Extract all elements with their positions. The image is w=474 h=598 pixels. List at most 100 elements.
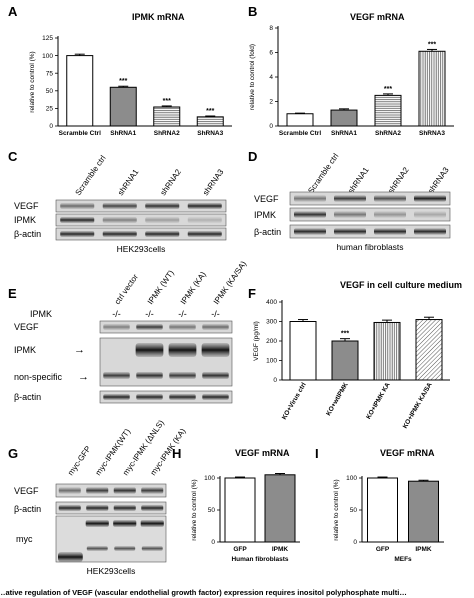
panel-label-c: C xyxy=(8,149,18,164)
panel-label-i: I xyxy=(315,446,319,461)
myc-ipmk-band xyxy=(85,520,109,527)
blot-row-strip xyxy=(55,213,227,227)
chart-title: VEGF in cell culture medium xyxy=(340,280,462,290)
y-axis-label: VEGF (pg/ml) xyxy=(253,321,260,361)
x-axis-label: Human fibroblasts xyxy=(231,556,288,563)
lane-label: shRNA3 xyxy=(201,167,226,197)
blot-row-band xyxy=(187,217,222,223)
blot-row-band xyxy=(414,211,446,218)
blot-panel-e: ctrl vector IPMK (WT) IPMK (KA) IPMK (KA/SA… xyxy=(14,259,249,404)
row-label: IPMK xyxy=(254,210,276,220)
significance-label: *** xyxy=(119,78,127,85)
lane-label: shRNA3 xyxy=(426,165,451,195)
significance-label: *** xyxy=(428,41,436,48)
bar xyxy=(374,94,402,127)
arrow-icon: → xyxy=(74,344,85,356)
arrow-icon: → xyxy=(78,371,89,383)
lane-label: IPMK (WT) xyxy=(146,268,176,306)
blot-row-band xyxy=(58,505,81,511)
genotype-value: -/- xyxy=(112,309,121,319)
blot-row-band xyxy=(414,195,446,202)
blot-row-band xyxy=(145,217,180,223)
ipmk-band xyxy=(201,343,230,357)
y-tick-label: 0 xyxy=(211,539,215,546)
row-label: β-actin xyxy=(14,229,41,239)
significance-label: *** xyxy=(206,108,214,115)
y-tick-label: 0 xyxy=(269,123,273,130)
ipmk-band xyxy=(168,343,197,357)
blot-row-band xyxy=(294,195,326,202)
x-category-label: KO+wtIPMK xyxy=(325,381,350,417)
row-label: non-specific xyxy=(14,372,63,382)
myc-ipmk-band xyxy=(113,520,137,527)
figure-caption-partial: …ative regulation of VEGF (vascular endo… xyxy=(0,588,407,597)
chart-vegf-mrna: VEGF mRNA 0 2 4 6 8 relative to control (fold)… xyxy=(249,12,454,137)
blot-row-band xyxy=(202,394,229,400)
lane-label: myc-GFP xyxy=(66,444,93,477)
blot-row-band xyxy=(102,203,137,209)
blot-panel-d: Scramble ctrl shRNA1 shRNA2 shRNA3 VEGF IPMK β… xyxy=(254,152,451,252)
blot-row-strip xyxy=(55,199,227,213)
x-category-label: IPMK xyxy=(415,546,432,553)
bar xyxy=(367,477,398,543)
blot-row-band xyxy=(113,487,136,494)
lane-label: Scramble ctrl xyxy=(306,152,340,196)
bar xyxy=(224,477,256,543)
blot-row-band xyxy=(169,394,196,400)
myc-minor-band xyxy=(86,546,108,551)
y-tick-label: 100 xyxy=(346,475,357,482)
y-tick-label: 300 xyxy=(266,319,277,326)
y-axis-label: relative to control (%) xyxy=(191,479,198,540)
x-category-label: KO+Virus ctrl xyxy=(281,381,308,421)
blot-row-strip xyxy=(55,227,227,241)
myc-gfp-band xyxy=(58,552,83,562)
y-tick-label: 50 xyxy=(350,507,358,514)
x-category-label: ShRNA3 xyxy=(197,130,223,137)
bar xyxy=(153,106,181,127)
blot-row-band xyxy=(136,324,163,330)
row-label: β-actin xyxy=(254,227,281,237)
ipmk-band xyxy=(135,343,164,357)
y-tick-label: 0 xyxy=(273,377,277,384)
genotype-value: -/- xyxy=(178,309,187,319)
bar xyxy=(331,340,359,381)
bar xyxy=(418,50,446,127)
chart-title: VEGF mRNA xyxy=(235,448,290,458)
blot-row-band xyxy=(187,203,222,209)
nonspecific-band xyxy=(202,372,229,379)
lane-label: IPMK (KA/SA) xyxy=(212,259,249,306)
lane-label: shRNA1 xyxy=(346,165,371,195)
row-label: IPMK xyxy=(14,215,36,225)
bar xyxy=(408,480,439,543)
blot-row-band xyxy=(169,324,196,330)
x-category-label: Scramble Ctrl xyxy=(59,130,101,137)
significance-label: *** xyxy=(341,331,349,338)
chart-vegf-medium: VEGF in cell culture medium 0 100 200 300 400… xyxy=(253,280,462,430)
bar xyxy=(109,86,137,127)
y-tick-label: 100 xyxy=(42,53,53,60)
blot-row-strip xyxy=(99,390,233,404)
y-axis-label: relative to control (%) xyxy=(333,479,340,540)
y-tick-label: 6 xyxy=(269,50,273,57)
x-category-label: Scramble Ctrl xyxy=(279,130,321,137)
y-tick-label: 2 xyxy=(269,99,273,106)
genotype-value: -/- xyxy=(145,309,154,319)
panel-label-d: D xyxy=(248,149,257,164)
blot-row-band xyxy=(374,211,406,218)
panel-label-f: F xyxy=(248,286,256,301)
x-category-label: KO+IPMK KA xyxy=(365,381,392,420)
y-tick-label: 125 xyxy=(42,35,53,42)
row-label: IPMK xyxy=(14,345,36,355)
blot-row-band xyxy=(374,228,406,235)
bar xyxy=(264,474,296,543)
y-tick-label: 50 xyxy=(208,507,216,514)
y-tick-label: 0 xyxy=(353,539,357,546)
lane-label: ctrl vector xyxy=(113,272,140,306)
x-category-label: GFP xyxy=(376,546,390,553)
blot-panel-g: myc-GFP myc-IPMK(WT)myc-IPMK (ΔNLS)myc-IP… xyxy=(14,418,188,576)
lane-label: Scramble ctrl xyxy=(74,154,108,198)
blot-row-band xyxy=(374,195,406,202)
blot-row-band xyxy=(414,228,446,235)
x-category-label: GFP xyxy=(233,546,247,553)
